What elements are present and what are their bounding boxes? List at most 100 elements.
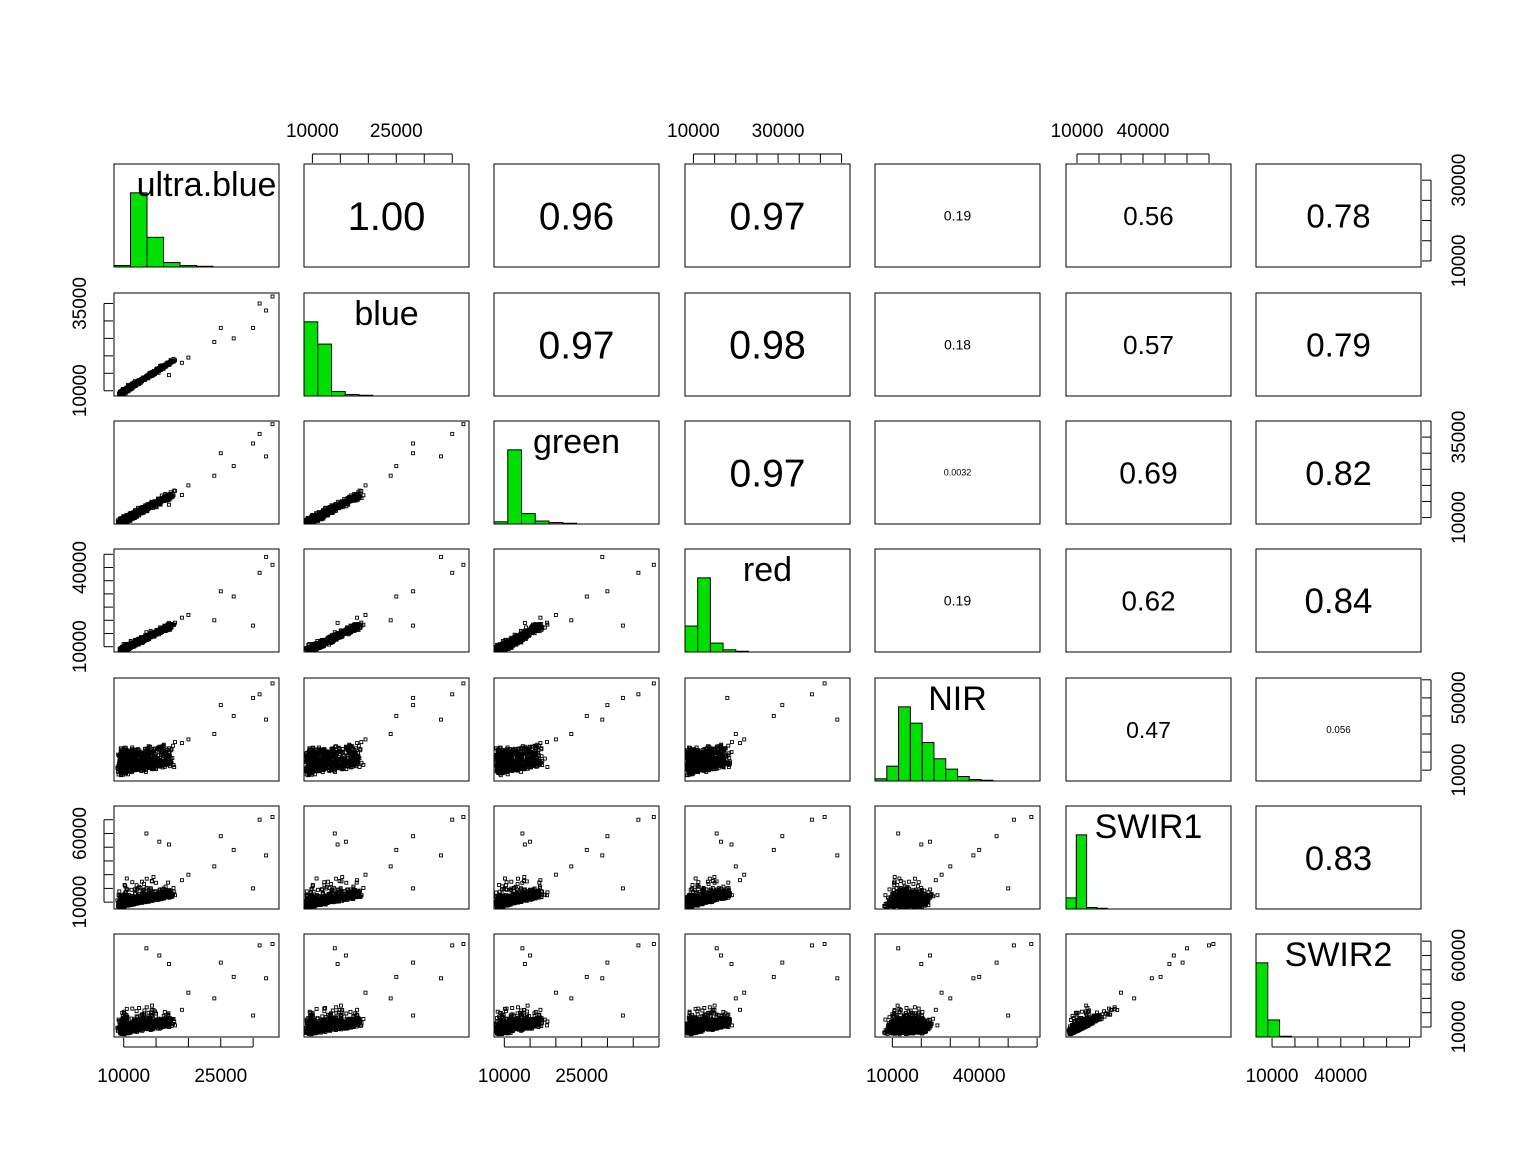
hist-bar (146, 236, 164, 268)
correlation-value: 0.78 (1306, 197, 1370, 234)
scatter-point (212, 339, 217, 344)
correlation-value: 0.19 (944, 593, 972, 609)
scatter-point (651, 562, 656, 567)
scatter-point (122, 519, 127, 524)
scatter-point (251, 325, 256, 330)
correlation-value: 0.82 (1305, 455, 1372, 493)
panel-3-6: 0.84 (1255, 548, 1422, 653)
correlation-value: 0.0032 (944, 468, 972, 478)
variable-label: green (533, 423, 620, 461)
scatter-point (124, 517, 129, 521)
variable-label: blue (354, 295, 418, 333)
panel-1-1: blue (303, 292, 470, 397)
panel-3-0 (113, 548, 280, 653)
scatter-point (171, 743, 175, 748)
panel-0-2: 0.96 (493, 163, 660, 268)
scatter-point (167, 492, 172, 497)
scatter-point (144, 504, 149, 509)
scatter-point (167, 502, 171, 507)
panel-frame (493, 292, 660, 397)
scatter-point (257, 431, 262, 436)
correlation-value: 1.00 (348, 195, 426, 239)
scatter-point (251, 623, 256, 628)
scatter-point (145, 502, 150, 507)
hist-bar (163, 262, 181, 268)
scatter-point (165, 363, 170, 367)
scatter-point (231, 464, 236, 469)
scatter-point (355, 615, 360, 620)
scatter-point (212, 473, 217, 478)
scatter-point (165, 361, 170, 365)
scatter-point (411, 623, 416, 628)
scatter-point (231, 713, 236, 718)
panel-3-1 (303, 548, 470, 653)
variable-label: red (743, 551, 792, 589)
scatter-point (439, 554, 443, 559)
panel-frame (113, 163, 280, 268)
scatter-point (186, 737, 191, 742)
panel-3-3: red (684, 548, 851, 653)
panel-2-0 (113, 420, 280, 525)
scatter-point (335, 620, 340, 625)
scatter-point (218, 703, 223, 708)
variable-label: ultra.blue (137, 166, 277, 204)
scatter-point (128, 385, 133, 390)
correlation-value: 0.18 (944, 337, 971, 352)
scatter-point (179, 493, 184, 497)
scatter-point (439, 454, 443, 459)
scatter-point (605, 589, 610, 594)
panel-1-2: 0.97 (493, 292, 660, 397)
correlation-value: 0.19 (944, 208, 972, 224)
panel-1-3: 0.98 (684, 292, 851, 397)
panel-2-5: 0.69 (1065, 420, 1232, 525)
correlation-value: 0.98 (729, 324, 806, 368)
scatter-point (450, 431, 455, 436)
scatter-point (179, 615, 184, 620)
scatter-point (553, 613, 558, 617)
scatter-point (584, 594, 589, 599)
panel-0-5: 0.56 (1065, 163, 1232, 268)
scatter-point (411, 441, 416, 446)
scatter-point (522, 620, 527, 625)
scatter-point (270, 294, 275, 299)
scatter-point (257, 301, 262, 306)
scatter-point (636, 570, 641, 575)
panel-frame (113, 420, 280, 525)
scatter-point (167, 373, 171, 378)
scatter-point (186, 355, 191, 360)
scatter-point (167, 360, 172, 364)
panel-frame (874, 292, 1041, 397)
scatter-point (165, 496, 170, 501)
scatter-point (156, 366, 161, 371)
scatter-point (569, 618, 574, 623)
correlation-value: 0.79 (1306, 327, 1371, 364)
scatter-point (363, 483, 368, 488)
correlation-value: 0.57 (1123, 330, 1174, 360)
correlation-value: 0.97 (730, 196, 806, 239)
scatter-point (257, 692, 262, 697)
scatter-point (142, 505, 147, 510)
hist-bar (303, 321, 319, 397)
scatter-point (173, 740, 177, 745)
scatter-point (264, 308, 269, 313)
panel-3-5: 0.62 (1065, 548, 1232, 653)
scatter-point (186, 483, 191, 488)
scatter-point (359, 740, 364, 745)
scatter-point (128, 384, 133, 389)
panel-3-2 (493, 548, 660, 653)
scatter-point (363, 613, 368, 617)
scatter-point (394, 464, 399, 469)
panel-0-1: 1.00 (303, 163, 470, 268)
scatter-point (218, 589, 223, 594)
panel-2-4: 0.0032 (874, 420, 1041, 525)
scatter-point (212, 732, 217, 736)
panel-4-0 (113, 677, 280, 782)
scatter-point (171, 762, 176, 767)
scatter-point (144, 374, 149, 379)
scatter-point (179, 741, 184, 746)
panel-0-3: 0.97 (684, 163, 851, 268)
correlation-value: 0.97 (730, 453, 806, 496)
scatter-point (461, 422, 466, 427)
scatter-point (461, 562, 466, 567)
